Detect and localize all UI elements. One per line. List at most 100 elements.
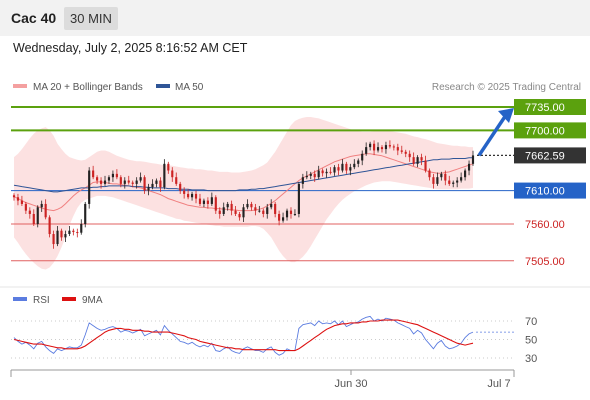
candle-body: [317, 170, 320, 178]
candle: [214, 195, 217, 214]
candle: [36, 205, 39, 228]
candle-body: [384, 145, 388, 150]
candle: [179, 181, 182, 194]
candle-body: [123, 180, 126, 184]
rsi-legend-swatch: [13, 297, 27, 301]
candle-body: [218, 210, 221, 214]
candle: [250, 201, 253, 211]
candle-body: [428, 170, 431, 178]
candle: [337, 163, 340, 176]
candle-body: [12, 195, 16, 198]
candle-body: [183, 190, 186, 194]
candle-body: [246, 203, 249, 208]
candle: [155, 178, 158, 188]
candle: [48, 215, 51, 238]
candle: [218, 207, 221, 219]
candle: [369, 141, 372, 151]
levels-layer: [11, 106, 514, 262]
ma50-legend-swatch: [156, 84, 170, 88]
candle-body: [64, 234, 67, 238]
candle: [238, 211, 241, 221]
candle: [194, 190, 198, 204]
rsi-ma-legend-label: 9MA: [82, 295, 103, 306]
candle: [16, 193, 20, 206]
candle: [266, 203, 269, 219]
candle-body: [357, 160, 360, 164]
candle-body: [163, 163, 166, 188]
candle: [258, 205, 261, 213]
candle: [131, 180, 134, 188]
candle: [361, 150, 364, 166]
target1-label-box: [514, 122, 586, 139]
candle-body: [210, 197, 213, 204]
target2-label-box: [514, 99, 586, 115]
candle: [135, 177, 138, 189]
candle-body: [436, 177, 439, 184]
candlestick-layer: [12, 140, 475, 249]
target2-label: 7735.00: [525, 102, 565, 114]
candle-body: [171, 170, 174, 178]
candle: [274, 201, 277, 218]
candle: [111, 170, 115, 182]
candle-body: [40, 203, 43, 208]
candle: [242, 203, 245, 222]
candle: [408, 150, 411, 162]
forecast-arrow-head: [498, 108, 514, 123]
candle-body: [400, 150, 403, 152]
candle-body: [167, 163, 170, 171]
candle-body: [96, 177, 99, 181]
candle-body: [28, 210, 31, 214]
candle-body: [139, 177, 142, 181]
candle-body: [202, 200, 206, 204]
candle: [309, 171, 312, 180]
candle: [234, 205, 237, 216]
candle-body: [467, 163, 471, 171]
candle: [171, 167, 174, 182]
candle-body: [420, 157, 423, 161]
candle: [444, 170, 447, 186]
candle: [380, 145, 384, 153]
candle-body: [187, 193, 190, 198]
candle: [119, 175, 122, 188]
candle: [384, 141, 388, 154]
candle: [333, 165, 336, 176]
ma20-legend-label: MA 20 + Bollinger Bands: [33, 82, 143, 93]
candle: [68, 226, 71, 237]
candle: [44, 199, 47, 220]
candle-body: [380, 147, 384, 150]
candle: [329, 167, 332, 175]
interval-badge[interactable]: 30 MIN: [64, 7, 118, 30]
candle: [175, 172, 178, 186]
candle-body: [16, 197, 20, 201]
candle: [76, 228, 79, 238]
candle-body: [329, 171, 332, 173]
candle-body: [471, 155, 475, 164]
candle-body: [151, 183, 154, 188]
candle-body: [345, 163, 348, 171]
candle-body: [369, 143, 372, 148]
candle-body: [20, 200, 23, 204]
candle-body: [424, 160, 427, 171]
candle-body: [131, 182, 134, 184]
candle-body: [361, 153, 364, 161]
candle: [281, 212, 285, 223]
candle-body: [297, 183, 300, 214]
candle: [432, 173, 435, 189]
candle-body: [281, 217, 285, 221]
candle-body: [159, 180, 162, 188]
candle-body: [194, 193, 198, 199]
candle: [99, 177, 103, 189]
candle-body: [321, 170, 324, 174]
candle: [107, 175, 111, 184]
candle-body: [214, 197, 217, 211]
candle-body: [72, 230, 75, 233]
target1-label: 7700.00: [525, 125, 565, 137]
candle: [313, 170, 316, 182]
candle: [325, 168, 328, 178]
candle-body: [147, 187, 150, 191]
candle: [80, 219, 83, 235]
rsi-layer: 70 50 30: [11, 315, 537, 365]
support1-label: 7560.00: [525, 219, 565, 231]
candle: [353, 159, 356, 170]
candle: [183, 187, 186, 199]
